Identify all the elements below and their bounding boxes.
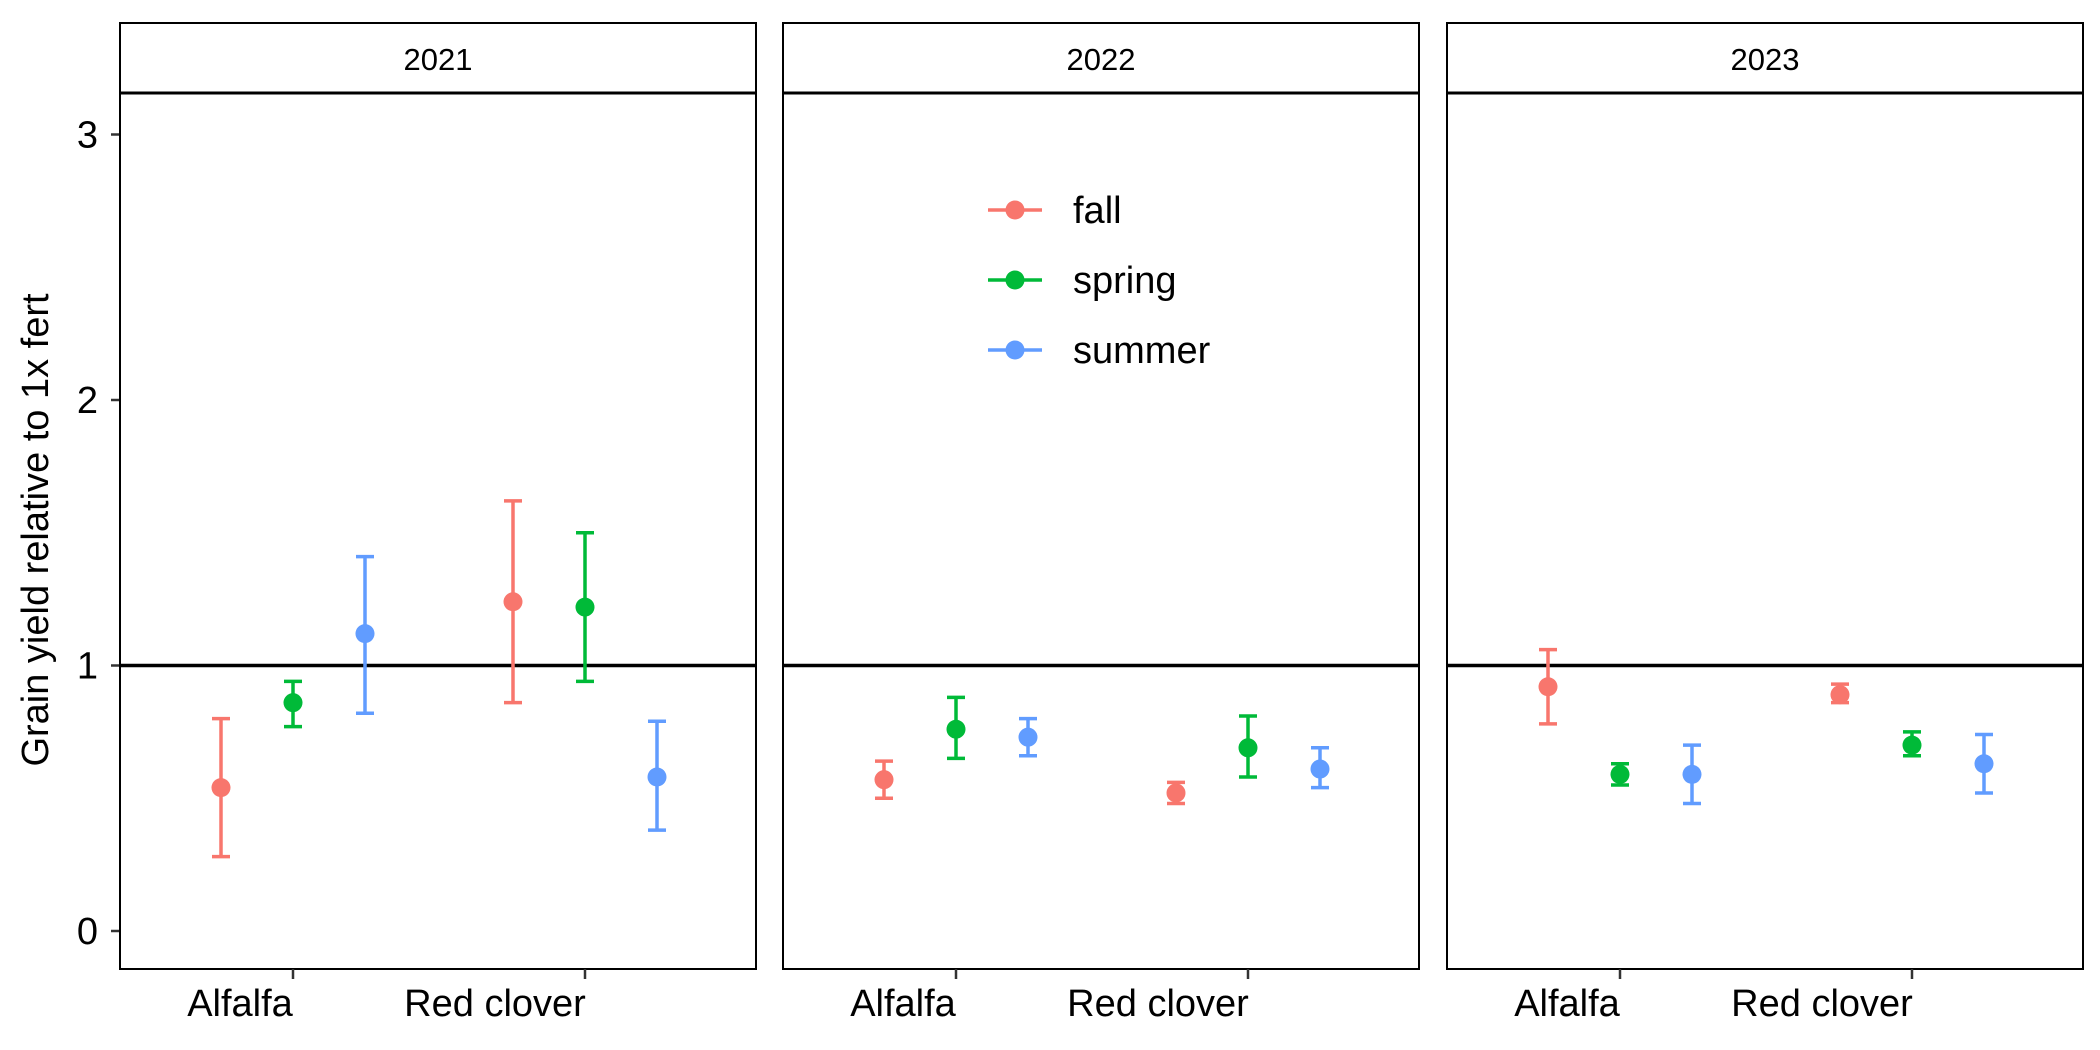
error-bar-fall bbox=[1166, 780, 1186, 806]
data-point-summer bbox=[1974, 754, 1994, 774]
data-point-summer bbox=[1310, 759, 1330, 779]
legend-label: fall bbox=[1073, 190, 1122, 232]
data-point-fall bbox=[1166, 783, 1186, 803]
error-bar-spring bbox=[575, 531, 595, 684]
error-bar-summer bbox=[1018, 716, 1038, 758]
panel-2021: 2021 Alfalfa Red clover bbox=[119, 22, 757, 1025]
data-point-summer bbox=[1682, 764, 1702, 784]
error-bar-spring bbox=[1238, 714, 1258, 779]
panel-strip bbox=[782, 22, 1420, 94]
data-point-spring bbox=[1610, 764, 1630, 784]
data-point-spring bbox=[946, 719, 966, 739]
data-point-fall bbox=[1538, 677, 1558, 697]
legend-item-spring: spring bbox=[988, 260, 1177, 302]
x-tick-label: Alfalfa bbox=[850, 983, 956, 1025]
panel-strip bbox=[119, 22, 757, 94]
legend-key-point bbox=[1005, 340, 1025, 360]
panel-strip bbox=[1446, 22, 2084, 94]
data-point-spring bbox=[575, 597, 595, 617]
error-bar-summer bbox=[1682, 743, 1702, 806]
x-tick-label: Red clover bbox=[1067, 983, 1249, 1025]
data-point-summer bbox=[1018, 727, 1038, 747]
error-bar-summer bbox=[1974, 732, 1994, 795]
error-bar-fall bbox=[1538, 647, 1558, 726]
legend-key-point bbox=[1005, 270, 1025, 290]
y-axis-label: Grain yield relative to 1x fert bbox=[15, 293, 57, 767]
data-point-spring bbox=[1902, 735, 1922, 755]
panel-frame bbox=[782, 92, 1420, 970]
y-tick-label: 1 bbox=[77, 646, 98, 688]
error-bar-spring bbox=[1610, 761, 1630, 787]
data-point-spring bbox=[283, 693, 303, 713]
error-bar-spring bbox=[283, 679, 303, 729]
panel-2022: 2022 Alfalfa Red clover bbox=[782, 22, 1420, 1025]
error-bar-fall bbox=[211, 716, 231, 859]
error-bar-fall bbox=[503, 499, 523, 705]
data-point-fall bbox=[874, 770, 894, 790]
error-bar-spring bbox=[946, 695, 966, 761]
data-point-fall bbox=[211, 778, 231, 798]
panel-2023: 2023 Alfalfa Red clover bbox=[1446, 22, 2084, 1025]
data-point-summer bbox=[355, 624, 375, 644]
y-tick-label: 2 bbox=[77, 380, 98, 422]
x-tick-label: Red clover bbox=[1731, 983, 1913, 1025]
error-bar-summer bbox=[355, 554, 375, 716]
error-bar-summer bbox=[1310, 746, 1330, 790]
data-point-fall bbox=[503, 592, 523, 612]
legend-label: summer bbox=[1073, 330, 1211, 372]
legend-item-fall: fall bbox=[988, 190, 1122, 232]
panel-strip-label: 2023 bbox=[1731, 42, 1800, 77]
panels: 0 1 2 3 2021 Alfalfa Red clover 2022 Alfalfa Red … bbox=[77, 22, 2084, 1025]
x-tick-label: Alfalfa bbox=[1514, 983, 1620, 1025]
legend: fall spring summer bbox=[988, 190, 1211, 372]
error-bar-spring bbox=[1902, 730, 1922, 758]
legend-label: spring bbox=[1073, 260, 1177, 302]
panel-frame bbox=[1446, 92, 2084, 970]
x-tick-label: Red clover bbox=[404, 983, 586, 1025]
data-point-spring bbox=[1238, 738, 1258, 758]
x-tick-label: Alfalfa bbox=[187, 983, 293, 1025]
error-bar-summer bbox=[647, 719, 667, 832]
y-tick-label: 0 bbox=[77, 911, 98, 953]
y-tick-label: 3 bbox=[77, 115, 98, 157]
error-bar-fall bbox=[874, 759, 894, 800]
legend-key-point bbox=[1005, 200, 1025, 220]
data-point-fall bbox=[1830, 685, 1850, 705]
panel-strip-label: 2021 bbox=[404, 42, 473, 77]
panel-strip-label: 2022 bbox=[1067, 42, 1136, 77]
data-point-summer bbox=[647, 767, 667, 787]
error-bar-fall bbox=[1830, 682, 1850, 705]
legend-item-summer: summer bbox=[988, 330, 1211, 372]
panel-frame bbox=[119, 92, 757, 970]
